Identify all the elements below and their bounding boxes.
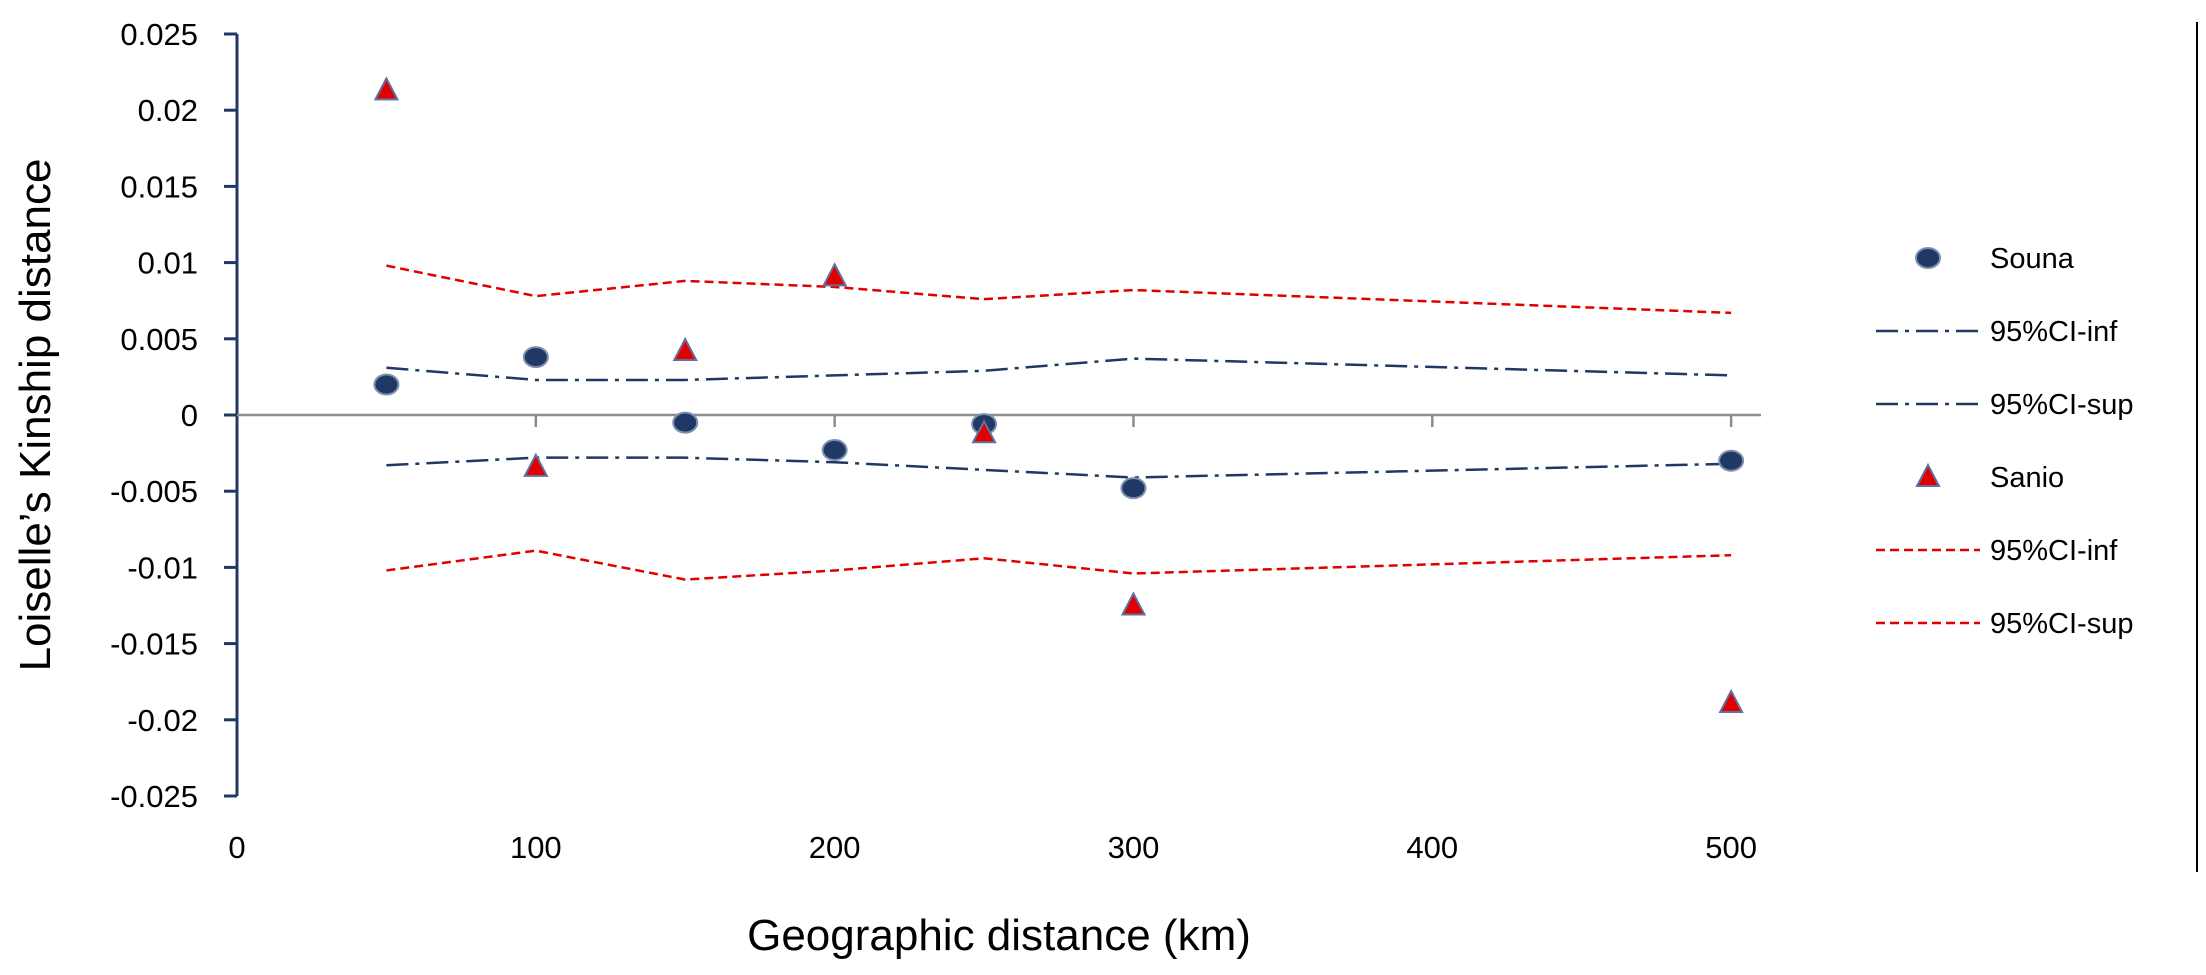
data-point-3: [523, 452, 549, 477]
x-tick-label: 500: [1705, 830, 1757, 865]
y-tick-label: 0.015: [120, 169, 198, 204]
x-tick-label: 100: [510, 830, 562, 865]
series-layer: [373, 76, 1745, 714]
x-tick-label: 200: [809, 830, 861, 865]
data-point-0: [522, 346, 549, 369]
y-axis-title: Loiselle’s Kinship distance: [11, 159, 60, 672]
x-tick-label: 400: [1406, 830, 1458, 865]
x-tick-label: 300: [1108, 830, 1160, 865]
legend-label: Souna: [1990, 243, 2075, 275]
legend-label: 95%CI-sup: [1990, 608, 2133, 640]
data-point-3: [373, 76, 400, 101]
y-tick-label: 0.02: [138, 93, 198, 128]
legend: Souna 95%CI-inf 95%CI-sup Sanio 95%CI-inf 95%…: [1876, 243, 2133, 640]
y-tick-label: 0.005: [120, 322, 198, 357]
data-point-3: [1120, 591, 1147, 616]
legend-label: Sanio: [1990, 462, 2064, 494]
data-point-0: [1120, 477, 1147, 500]
series-line-2: [386, 456, 1732, 479]
y-tick-label: -0.005: [110, 474, 198, 509]
y-tick-label: 0.025: [120, 17, 198, 52]
y-tick-label: 0: [181, 398, 198, 433]
series-line-1: [386, 357, 1732, 382]
legend-label: 95%CI-sup: [1990, 389, 2133, 421]
axes: 0.025 0.02 0.015 0.01 0.005 0 -0.005 -0.01 -0.01…: [110, 17, 1761, 865]
data-point-0: [373, 373, 400, 396]
data-point-3: [971, 419, 997, 444]
data-point-0: [672, 411, 699, 434]
data-point-0: [1718, 449, 1745, 472]
data-point-3: [821, 262, 848, 287]
data-point-0: [821, 439, 848, 462]
series-line-5: [386, 549, 1732, 581]
y-tick-label: -0.01: [127, 550, 198, 585]
legend-symbol: [1915, 247, 1941, 269]
y-tick-label: -0.02: [127, 703, 198, 738]
series-line-4: [386, 264, 1732, 315]
legend-label: 95%CI-inf: [1990, 535, 2118, 567]
x-axis-title: Geographic distance (km): [747, 911, 1251, 960]
x-tick-label: 0: [228, 830, 245, 865]
data-point-3: [1718, 688, 1744, 714]
y-tick-label: 0.01: [138, 246, 198, 281]
legend-label: 95%CI-inf: [1990, 316, 2118, 348]
y-tick-label: -0.015: [110, 627, 198, 662]
data-point-3: [672, 336, 698, 361]
y-tick-label: -0.025: [110, 779, 198, 814]
legend-symbol: [1915, 462, 1941, 487]
